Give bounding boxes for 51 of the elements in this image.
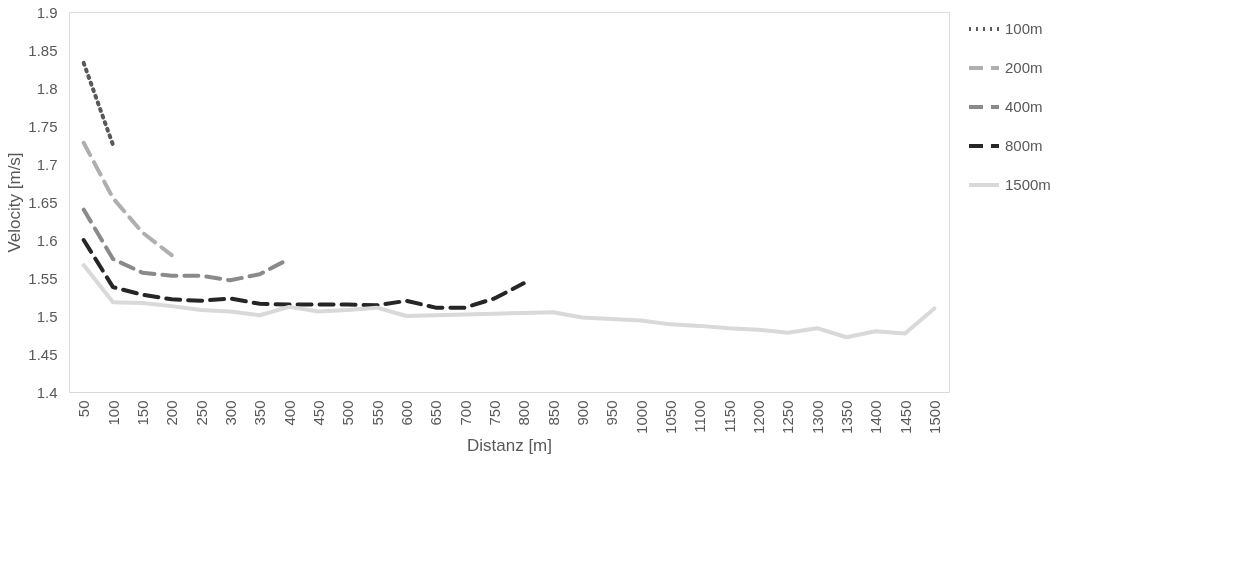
x-tick-label: 600 [397, 400, 415, 426]
legend-label: 100m [1005, 20, 1043, 37]
x-tick-label: 100 [104, 400, 122, 426]
legend-label: 1500m [1005, 176, 1051, 193]
x-tick-label: 150 [133, 400, 151, 426]
y-tick-label: 1.45 [28, 345, 58, 363]
x-tick-label: 800 [515, 400, 533, 426]
y-tick-label: 1.55 [28, 269, 58, 287]
y-axis-title: Velocity [m/s] [5, 152, 25, 253]
x-tick-label: 500 [339, 400, 357, 426]
x-tick-label: 350 [251, 400, 269, 426]
line-series [81, 238, 526, 310]
line-series [81, 263, 937, 340]
x-tick-label: 250 [192, 400, 210, 426]
y-tick-label: 1.85 [28, 41, 58, 59]
x-tick-label: 1450 [896, 400, 914, 434]
x-tick-label: 1300 [808, 400, 826, 434]
y-tick-label: 1.9 [36, 3, 58, 21]
x-tick-label: 1000 [632, 400, 650, 434]
x-tick-label: 900 [573, 400, 591, 426]
x-tick-label: 300 [221, 400, 239, 426]
x-tick-label: 1350 [837, 400, 855, 434]
x-axis-title: Distanz [m] [466, 435, 553, 455]
x-tick-label: 1050 [661, 400, 679, 434]
x-tick-label: 950 [603, 400, 621, 426]
x-tick-label: 400 [280, 400, 298, 426]
y-tick-label: 1.8 [36, 79, 58, 97]
y-tick-label: 1.65 [28, 193, 58, 211]
legend-label: 800m [1005, 137, 1043, 154]
x-tick-label: 750 [485, 400, 503, 426]
x-tick-label: 1100 [691, 400, 709, 433]
x-tick-label: 50 [75, 400, 93, 418]
y-tick-label: 1.5 [36, 307, 58, 325]
x-tick-label: 1400 [867, 400, 885, 434]
y-tick-label: 1.7 [36, 155, 58, 173]
legend-label: 400m [1005, 98, 1043, 115]
x-tick-label: 1200 [749, 400, 767, 434]
x-tick-label: 450 [309, 400, 327, 426]
x-tick-label: 1150 [720, 400, 738, 433]
y-tick-label: 1.75 [28, 117, 58, 135]
x-tick-label: 1250 [779, 400, 797, 434]
legend-label: 200m [1005, 59, 1043, 76]
x-tick-label: 650 [427, 400, 445, 426]
y-tick-label: 1.6 [36, 231, 58, 249]
line-series [81, 140, 174, 258]
y-tick-label: 1.4 [36, 383, 58, 401]
x-tick-label: 200 [163, 400, 181, 426]
x-tick-label: 700 [456, 400, 474, 426]
x-tick-label: 1500 [925, 400, 943, 434]
x-tick-label: 550 [368, 400, 386, 426]
x-tick-label: 850 [544, 400, 562, 426]
